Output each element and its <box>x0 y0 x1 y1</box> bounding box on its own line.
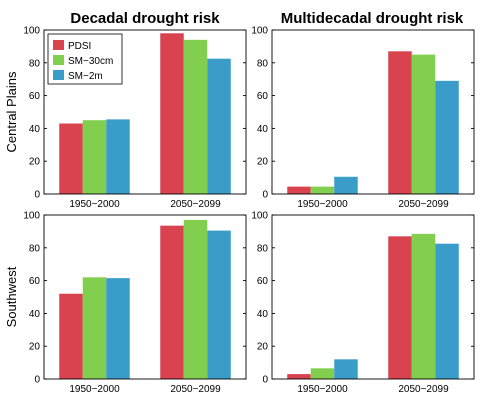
bar-sm-2m-2050-2099 <box>207 58 231 195</box>
x-tick-label-2050-2099: 2050−2099 <box>170 199 221 210</box>
bar-sm-30cm-1950-2000 <box>310 186 335 194</box>
x-tick-label-1950-2000: 1950−2000 <box>297 384 348 395</box>
column-title-decadal: Decadal drought risk <box>70 10 220 27</box>
bar-sm-30cm-2050-2099 <box>411 54 436 194</box>
bar-sm-30cm-1950-2000 <box>82 120 107 194</box>
legend-label-sm-2m: SM−2m <box>68 71 103 82</box>
axes-frame <box>43 214 247 380</box>
bar-sm-2m-1950-2000 <box>106 278 130 379</box>
y-tick-label-20: 20 <box>29 157 41 168</box>
x-tick-label-1950-2000: 1950−2000 <box>69 199 120 210</box>
axes-frame <box>43 29 247 195</box>
bar-sm-30cm-2050-2099 <box>411 233 436 379</box>
panel-southwest-multidecadal-drought-risk: 1950−2000 2050−2099 0 20 40 60 80 100 <box>251 211 475 395</box>
bar-sm-2m-1950-2000 <box>106 119 130 194</box>
y-tick-label-0: 0 <box>34 190 40 201</box>
y-tick-label-40: 40 <box>257 124 269 135</box>
bar-sm-30cm-2050-2099 <box>183 39 208 195</box>
y-tick-label-0: 0 <box>262 190 268 201</box>
y-tick-label-40: 40 <box>257 309 269 320</box>
y-tick-label-100: 100 <box>251 211 268 222</box>
bar-sm-2m-2050-2099 <box>207 230 231 379</box>
legend-swatch-pdsi <box>53 40 64 50</box>
y-tick-label-100: 100 <box>251 26 268 37</box>
y-tick-label-20: 20 <box>257 342 269 353</box>
bar-pdsi-2050-2099 <box>160 225 184 379</box>
bar-pdsi-1950-2000 <box>287 186 311 194</box>
y-tick-label-80: 80 <box>29 243 41 254</box>
bar-pdsi-1950-2000 <box>59 293 83 379</box>
bar-sm-2m-1950-2000 <box>334 176 358 194</box>
y-tick-label-60: 60 <box>29 91 41 102</box>
legend-label-sm-30cm: SM−30cm <box>68 56 113 67</box>
bar-sm-30cm-1950-2000 <box>82 277 107 379</box>
y-tick-label-0: 0 <box>262 375 268 386</box>
y-tick-label-80: 80 <box>257 58 269 69</box>
y-tick-label-60: 60 <box>29 276 41 287</box>
axes-frame <box>271 214 475 380</box>
bar-pdsi-1950-2000 <box>287 374 311 379</box>
row-title-southwest: Southwest <box>4 266 19 327</box>
bar-pdsi-1950-2000 <box>59 123 83 194</box>
y-tick-label-40: 40 <box>29 124 41 135</box>
legend-label-pdsi: PDSI <box>68 41 91 52</box>
bar-sm-30cm-1950-2000 <box>310 368 335 379</box>
y-tick-label-60: 60 <box>257 276 269 287</box>
x-tick-label-1950-2000: 1950−2000 <box>69 384 120 395</box>
legend: PDSI SM−30cm SM−2m <box>47 33 123 85</box>
x-tick-label-2050-2099: 2050−2099 <box>398 199 449 210</box>
bar-sm-30cm-2050-2099 <box>183 219 208 379</box>
axes-frame <box>271 29 475 195</box>
x-tick-label-1950-2000: 1950−2000 <box>297 199 348 210</box>
panel-central-plains-multidecadal-drought-risk: 1950−2000 2050−2099 0 20 40 60 80 100 <box>251 26 475 210</box>
y-tick-label-100: 100 <box>23 211 40 222</box>
bar-pdsi-2050-2099 <box>388 236 412 379</box>
y-tick-label-100: 100 <box>23 26 40 37</box>
y-tick-label-0: 0 <box>34 375 40 386</box>
y-tick-label-20: 20 <box>257 157 269 168</box>
x-tick-label-2050-2099: 2050−2099 <box>170 384 221 395</box>
panel-central-plains-decadal-drought-risk: 1950−2000 2050−2099 0 20 40 60 80 100 <box>23 26 247 210</box>
column-title-multidecadal: Multidecadal drought risk <box>281 10 464 27</box>
panel-southwest-decadal-drought-risk: 1950−2000 2050−2099 0 20 40 60 80 100 <box>23 211 247 395</box>
y-tick-label-80: 80 <box>257 243 269 254</box>
legend-swatch-sm-2m <box>53 70 64 80</box>
bar-pdsi-2050-2099 <box>160 33 184 194</box>
bar-sm-2m-2050-2099 <box>435 80 459 194</box>
bar-sm-2m-2050-2099 <box>435 243 459 379</box>
y-tick-label-20: 20 <box>29 342 41 353</box>
x-tick-label-2050-2099: 2050−2099 <box>398 384 449 395</box>
y-tick-label-80: 80 <box>29 58 41 69</box>
y-tick-label-60: 60 <box>257 91 269 102</box>
y-tick-label-40: 40 <box>29 309 41 320</box>
bar-sm-2m-1950-2000 <box>334 359 358 379</box>
legend-swatch-sm-30cm <box>53 55 64 65</box>
row-title-central-plains: Central Plains <box>4 71 19 152</box>
bar-pdsi-2050-2099 <box>388 51 412 194</box>
